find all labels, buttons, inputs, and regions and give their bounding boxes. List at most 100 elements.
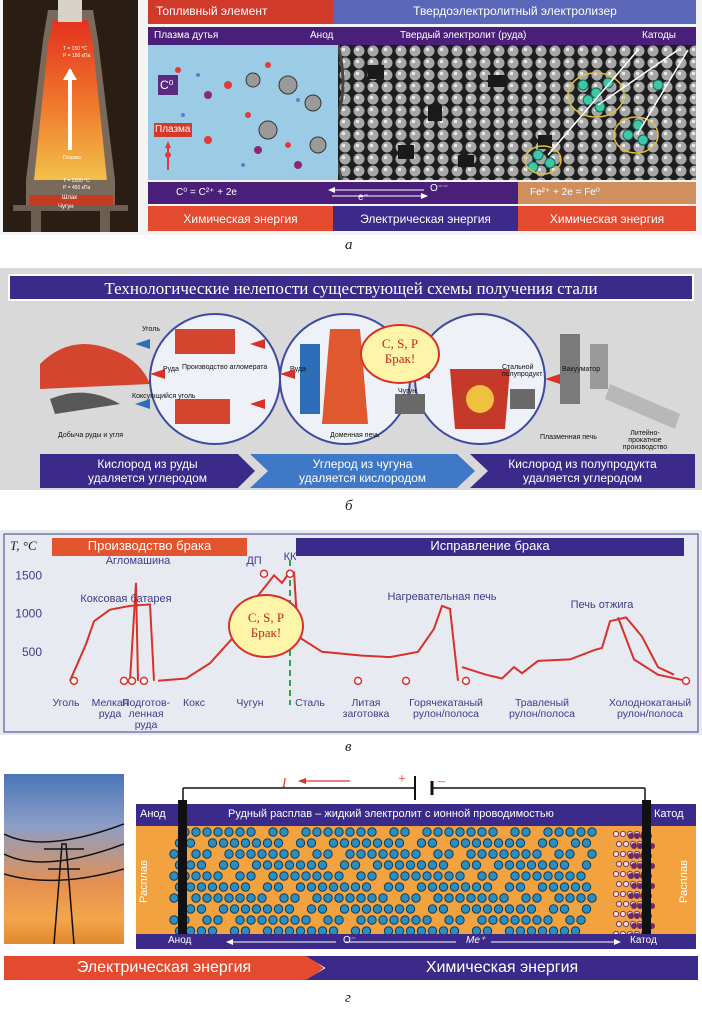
oxygen-ion-dot (306, 838, 317, 848)
chart-annotation: Печь отжига (571, 599, 635, 611)
oxygen-ion-dot (367, 871, 377, 881)
temperature-series-line (293, 571, 459, 681)
chart-annotation: КК (284, 551, 297, 563)
oxygen-ion-dot (444, 893, 454, 903)
oxygen-ion-dot (185, 860, 196, 870)
oxygen-ion-dot (279, 915, 289, 925)
oxygen-ion-dot (240, 838, 251, 848)
oxygen-ion-dot (460, 882, 471, 892)
metal-ion-arrow (491, 939, 621, 945)
oxygen-ion-dot (400, 893, 410, 903)
oxygen-ion-dot (554, 871, 564, 881)
oxygen-ion-dot (455, 871, 465, 881)
metal-ion-dot (615, 880, 623, 888)
oxygen-ion-dot (416, 882, 427, 892)
ore-label: Руда (163, 366, 179, 373)
oxygen-ion-dot (229, 882, 240, 892)
oxygen-ion-dot (378, 849, 388, 859)
oxygen-ion-dot (185, 882, 196, 892)
electric-energy-d-label: Электрическая энергия (76, 959, 252, 976)
anode-equation: C⁰ = C²⁺ + 2e (176, 187, 237, 198)
defect-correction-header: Исправление брака (296, 538, 684, 556)
oxygen-ion-dot (273, 860, 284, 870)
stage-1-line1: Кислород из руды (97, 457, 198, 471)
oxygen-ion-dot (279, 893, 289, 903)
x-category-label: рулон/полоса (617, 708, 683, 720)
oxygen-ion-dot (361, 904, 372, 914)
oxygen-ion-dot (482, 882, 493, 892)
oxygen-ion-dot (169, 915, 179, 925)
oxygen-ion-dot (273, 904, 284, 914)
steel-process-illustration (40, 313, 680, 445)
oxygen-ion-dot (493, 838, 504, 848)
oxygen-ion-dot (251, 904, 262, 914)
oxygen-ion-dot (229, 860, 240, 870)
oxygen-ion-dot (339, 904, 350, 914)
melt-right-label: Расплав (678, 860, 690, 903)
oxygen-ion-dot (378, 893, 388, 903)
oxygen-ion-dot (202, 827, 212, 837)
oxygen-ion-dot (328, 882, 339, 892)
oxygen-ion-dot (548, 860, 559, 870)
oxygen-ion-dot (372, 838, 383, 848)
oxygen-ion-dot (284, 904, 295, 914)
melt-left-label: Расплав (138, 860, 150, 903)
x-category-label: Литая (352, 697, 381, 709)
process-marker (353, 676, 363, 686)
oxygen-ion-dot (185, 904, 196, 914)
oxygen-ion-dot (372, 904, 383, 914)
circuit-diagram (182, 776, 646, 810)
metal-cluster-dot (634, 873, 640, 879)
oxygen-ion-dot (466, 827, 476, 837)
oxygen-ion-dot (301, 871, 311, 881)
oxygen-ion-dot (471, 904, 482, 914)
oxygen-ion-dot (504, 838, 515, 848)
oxygen-ion-dot (565, 915, 575, 925)
x-category-label: заготовка (343, 708, 390, 720)
oxygen-ion-dot (312, 871, 322, 881)
oxygen-ion-dot (460, 904, 471, 914)
process-marker (259, 569, 269, 579)
melt-title-label: Рудный расплав – жидкий электролит с ион… (228, 808, 554, 820)
oxygen-ion-dot (295, 860, 306, 870)
oxygen-ion-dot (559, 904, 570, 914)
cathode-bottom-label: Катод (630, 935, 657, 946)
oxygen-ion-dot (367, 849, 377, 859)
metal-ion-dot (622, 920, 630, 928)
oxygen-ion-dot (565, 827, 575, 837)
oxygen-ion-dot (334, 871, 344, 881)
oxygen-ion-dot (246, 871, 256, 881)
oxygen-ion-dot (532, 915, 542, 925)
x-category-label: Холоднокатаный (609, 697, 691, 709)
oxygen-ion-dot (570, 882, 581, 892)
oxygen-ion-dot (257, 915, 267, 925)
electric-energy-strip-d: Электрическая энергия (4, 956, 324, 980)
oxygen-ion-arrow (226, 939, 456, 945)
metal-cluster-dot (634, 833, 640, 839)
x-category-label: Травленый (515, 697, 569, 709)
oxygen-ion-dot (515, 882, 526, 892)
oxygen-ion-dot (235, 893, 245, 903)
cathode-equation-bar: Fe²⁺ + 2e = Fe⁰ (518, 182, 696, 204)
oxygen-ion-dot (548, 838, 559, 848)
furnace-pressure-mid: P = 450 кПа (63, 185, 91, 191)
oxygen-ion-dot (493, 904, 504, 914)
coking-coal-label: Коксующийся уголь (132, 393, 196, 400)
oxygen-ion-dot (246, 827, 256, 837)
oxygen-ion-dot (422, 915, 432, 925)
oxygen-ion-dot (466, 849, 476, 859)
cathode-equation: Fe²⁺ + 2e = Fe⁰ (530, 187, 600, 198)
furnace-plasma-label: Плазма (63, 155, 81, 161)
oxygen-ion-dot (526, 904, 537, 914)
oxygen-ion-dot (246, 893, 256, 903)
oxygen-ion-dot (323, 871, 333, 881)
metal-ion-dot (619, 850, 627, 858)
oxygen-ion-dot (334, 915, 344, 925)
oxygen-ion-dot (510, 849, 520, 859)
oxygen-ion-dot (312, 827, 322, 837)
oxygen-ion-dot (416, 838, 427, 848)
fuel-element-header: Топливный элемент (148, 0, 334, 24)
ion-flow-arrows (328, 187, 428, 199)
oxygen-ion-dot (576, 827, 586, 837)
panel-d-letter: г (345, 990, 351, 1006)
